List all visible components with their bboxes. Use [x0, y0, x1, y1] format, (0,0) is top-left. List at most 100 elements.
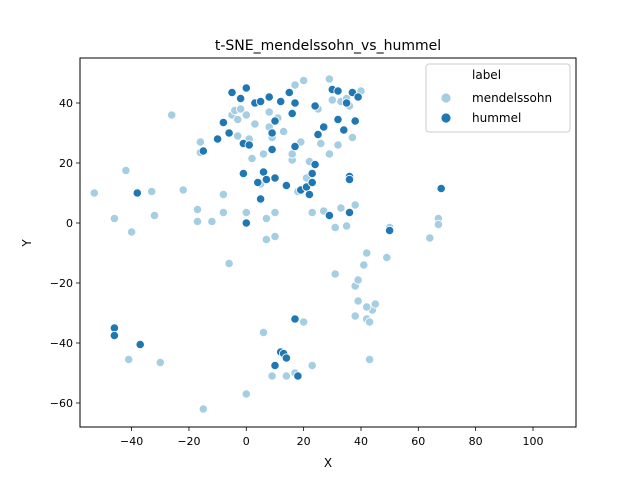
- point-mendelssohn-42: [298, 75, 309, 86]
- point-hummel-33: [293, 371, 303, 381]
- point-mendelssohn-52: [330, 222, 340, 233]
- legend-marker-hummel: [440, 112, 452, 124]
- points-layer: [89, 74, 446, 414]
- x-tick-label: 60: [411, 435, 425, 448]
- point-mendelssohn-65: [362, 248, 372, 258]
- point-mendelssohn-74: [433, 219, 443, 230]
- point-mendelssohn-51: [327, 95, 337, 105]
- point-hummel-21: [264, 92, 274, 102]
- point-mendelssohn-76: [155, 357, 165, 368]
- point-mendelssohn-77: [198, 404, 208, 414]
- point-hummel-30: [290, 141, 300, 152]
- point-hummel-51: [344, 174, 355, 185]
- point-mendelssohn-1: [109, 213, 120, 224]
- point-mendelssohn-45: [307, 207, 317, 218]
- point-mendelssohn-70: [382, 252, 392, 263]
- point-mendelssohn-15: [224, 258, 234, 269]
- x-tick-label: 20: [297, 435, 311, 448]
- point-mendelssohn-21: [241, 110, 251, 120]
- point-mendelssohn-88: [353, 275, 363, 285]
- x-tick-label: 100: [522, 435, 543, 448]
- point-mendelssohn-47: [316, 138, 326, 149]
- y-tick-label: −40: [50, 337, 73, 350]
- point-mendelssohn-27: [258, 149, 269, 159]
- point-mendelssohn-36: [278, 126, 289, 137]
- point-mendelssohn-4: [147, 186, 157, 197]
- point-mendelssohn-57: [347, 132, 357, 143]
- point-mendelssohn-30: [264, 107, 274, 117]
- point-hummel-6: [218, 117, 228, 128]
- point-mendelssohn-72: [425, 233, 435, 243]
- point-mendelssohn-58: [350, 200, 360, 210]
- point-mendelssohn-12: [207, 216, 217, 227]
- point-mendelssohn-19: [233, 131, 243, 141]
- point-hummel-36: [304, 189, 314, 200]
- point-mendelssohn-9: [192, 216, 203, 227]
- point-mendelssohn-81: [281, 371, 291, 381]
- x-tick-label: −40: [120, 435, 143, 448]
- legend-box: [425, 63, 571, 133]
- point-hummel-50: [344, 207, 355, 218]
- y-tick-label: −20: [50, 277, 73, 290]
- point-hummel-14: [244, 140, 254, 150]
- point-hummel-27: [281, 180, 291, 191]
- point-mendelssohn-85: [330, 269, 340, 279]
- point-hummel-1: [109, 330, 120, 341]
- point-mendelssohn-69: [370, 299, 380, 309]
- point-hummel-53: [350, 116, 360, 126]
- point-hummel-9: [236, 93, 246, 104]
- point-mendelssohn-89: [362, 302, 372, 312]
- point-hummel-42: [319, 122, 329, 132]
- point-mendelssohn-75: [124, 354, 134, 365]
- point-mendelssohn-2: [121, 165, 131, 176]
- point-mendelssohn-5: [149, 210, 160, 221]
- point-mendelssohn-34: [270, 231, 280, 242]
- point-mendelssohn-84: [307, 360, 317, 371]
- y-tick-label: −60: [50, 397, 73, 410]
- point-hummel-25: [270, 173, 280, 183]
- point-hummel-11: [238, 168, 248, 179]
- point-mendelssohn-25: [250, 119, 260, 129]
- point-mendelssohn-63: [359, 260, 369, 270]
- point-mendelssohn-49: [324, 74, 334, 84]
- point-mendelssohn-18: [233, 114, 243, 125]
- point-hummel-32: [290, 98, 300, 108]
- point-hummel-41: [313, 129, 323, 140]
- point-hummel-57: [270, 360, 280, 371]
- point-mendelssohn-33: [270, 207, 280, 218]
- point-hummel-5: [213, 134, 223, 144]
- point-mendelssohn-83: [298, 317, 309, 327]
- x-tick-label: 40: [354, 435, 368, 448]
- point-mendelssohn-66: [364, 317, 375, 327]
- point-hummel-8: [227, 87, 237, 98]
- point-mendelssohn-8: [192, 204, 203, 215]
- point-hummel-18: [255, 194, 266, 204]
- point-hummel-47: [339, 125, 349, 135]
- point-hummel-39: [310, 101, 320, 111]
- legend-label-mendelssohn: mendelssohn: [472, 91, 552, 105]
- point-hummel-40: [310, 159, 320, 170]
- point-mendelssohn-53: [333, 140, 343, 150]
- point-mendelssohn-67: [364, 354, 375, 365]
- point-hummel-54: [353, 92, 363, 102]
- point-hummel-23: [267, 144, 277, 155]
- point-hummel-48: [341, 98, 352, 108]
- y-tick-label: 0: [66, 217, 73, 230]
- point-mendelssohn-13: [218, 189, 228, 200]
- point-hummel-38: [307, 177, 317, 188]
- point-hummel-29: [287, 108, 297, 119]
- point-hummel-13: [241, 83, 251, 93]
- point-mendelssohn-0: [89, 188, 99, 198]
- point-hummel-24: [270, 116, 280, 126]
- point-hummel-37: [307, 168, 317, 179]
- point-mendelssohn-79: [258, 327, 269, 338]
- legend-label-hummel: hummel: [472, 111, 521, 125]
- y-axis: −60 −40 −20 0 20 40: [50, 97, 80, 410]
- chart-title: t-SNE_mendelssohn_vs_hummel: [215, 38, 441, 54]
- legend-title: label: [472, 68, 501, 82]
- point-mendelssohn-14: [218, 207, 228, 218]
- point-hummel-22: [267, 128, 277, 138]
- point-hummel-20: [261, 174, 271, 185]
- point-hummel-12: [241, 218, 251, 228]
